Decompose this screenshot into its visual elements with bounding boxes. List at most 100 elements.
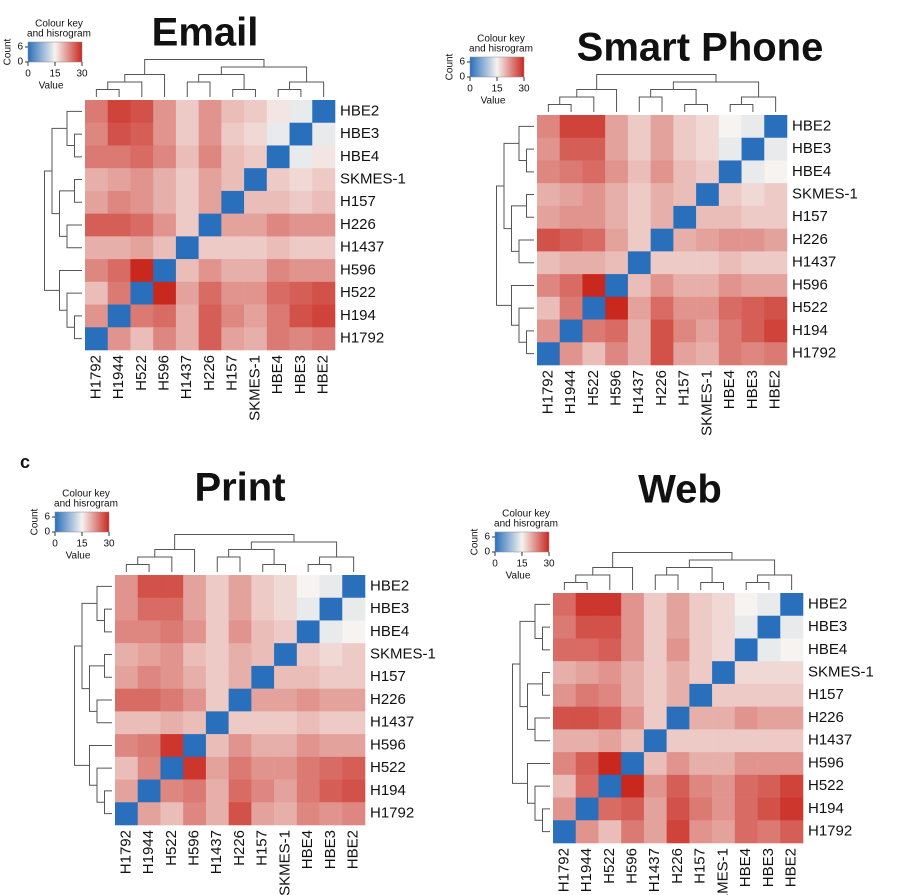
heatmap-cell <box>673 228 697 252</box>
dendrogram <box>44 170 60 291</box>
heatmap-cell <box>734 729 758 753</box>
heatmap-cell <box>274 688 298 712</box>
dendrogram <box>186 81 211 97</box>
heatmap-cell <box>553 593 577 617</box>
row-label: H1437 <box>340 239 384 256</box>
column-label: HBE2 <box>345 830 362 869</box>
heatmap-cell <box>696 183 720 207</box>
heatmap-cell <box>712 615 736 639</box>
row-label: H596 <box>370 736 406 753</box>
heatmap-cell <box>582 137 606 161</box>
heatmap-cell <box>537 160 561 184</box>
key-y-tick-label: 6 <box>44 512 50 523</box>
heatmap-cell <box>183 643 207 667</box>
heatmap-cell <box>107 281 131 305</box>
heatmap-cell <box>627 251 651 275</box>
dendrogram <box>592 567 634 590</box>
heatmap-cell <box>598 638 622 662</box>
heatmap-cell <box>342 802 366 826</box>
column-label: H157 <box>224 355 241 391</box>
heatmap-cell <box>115 688 139 712</box>
heatmap-cell <box>553 752 577 776</box>
heatmap-cell <box>757 683 781 707</box>
dendrogram <box>144 59 265 75</box>
key-y-label: Count <box>445 53 456 80</box>
key-tick-label: 0 <box>467 84 473 95</box>
heatmap-cell <box>627 342 651 366</box>
heatmap-cell <box>266 281 290 305</box>
heatmap-cell <box>115 711 139 735</box>
heatmap-cell <box>296 597 320 621</box>
heatmap-cell <box>575 593 599 617</box>
heatmap-cell <box>582 342 606 366</box>
heatmap-cell <box>643 706 667 730</box>
heatmap-cell <box>712 729 736 753</box>
heatmap-cell <box>559 160 583 184</box>
heatmap-cell <box>650 115 674 139</box>
heatmap-cell <box>198 145 222 169</box>
heatmap-cell <box>228 802 252 826</box>
heatmap-cell <box>153 304 177 328</box>
key-y-label: Count <box>470 528 481 555</box>
heatmap-cell <box>130 100 154 124</box>
heatmap-cell <box>266 213 290 237</box>
heatmap-cell <box>718 274 742 298</box>
heatmap-cell <box>780 593 804 617</box>
heatmap-cell <box>153 145 177 169</box>
heatmap-cell <box>537 137 561 161</box>
heatmap-cell <box>342 643 366 667</box>
column-label: H226 <box>201 355 218 391</box>
heatmap-cell <box>85 304 109 328</box>
heatmap-cell <box>537 205 561 229</box>
heatmap-cell <box>183 665 207 689</box>
heatmap-cell <box>312 100 336 124</box>
heatmap-cell <box>673 319 697 343</box>
heatmap-cell <box>228 597 252 621</box>
row-label: H596 <box>792 276 828 293</box>
heatmap-cell <box>621 683 645 707</box>
row-label: H522 <box>340 284 376 301</box>
heatmap-cell <box>764 274 788 298</box>
heatmap-cell <box>537 183 561 207</box>
heatmap-cell <box>627 183 651 207</box>
heatmap-cell <box>666 752 690 776</box>
heatmap-cell <box>160 688 184 712</box>
heatmap-cell <box>107 327 131 351</box>
heatmap-cell <box>598 706 622 730</box>
heatmap-cell <box>221 281 245 305</box>
key-title: and hisrogram <box>27 29 91 40</box>
heatmap-cell <box>205 802 229 826</box>
heatmap-cell <box>780 706 804 730</box>
heatmap-cell <box>115 575 139 599</box>
heatmap-cell <box>319 802 343 826</box>
column-label: HBE4 <box>721 370 738 409</box>
heatmap-cell <box>198 190 222 214</box>
key-y-tick-label: 6 <box>17 42 23 53</box>
heatmap-cell <box>712 752 736 776</box>
heatmap-cell <box>228 779 252 803</box>
heatmap-cell <box>266 122 290 146</box>
row-label: HBE2 <box>340 102 379 119</box>
heatmap-cell <box>342 711 366 735</box>
column-label: H1792 <box>555 848 572 892</box>
dendrogram <box>74 315 82 340</box>
heatmap-cell <box>115 620 139 644</box>
heatmap-cell <box>718 160 742 184</box>
heatmap-cell <box>289 281 313 305</box>
dendrogram <box>542 672 550 696</box>
heatmap-cell <box>319 688 343 712</box>
heatmap-cell <box>712 661 736 685</box>
heatmap-cell <box>734 638 758 662</box>
dendrogram <box>684 104 708 112</box>
heatmap-cell <box>244 168 268 192</box>
heatmap-cell <box>582 115 606 139</box>
heatmap-cell <box>575 797 599 821</box>
heatmap-cell <box>342 734 366 758</box>
heatmap-cell <box>559 342 583 366</box>
heatmap-cell <box>221 304 245 328</box>
colour-key <box>54 511 110 533</box>
row-label: H1792 <box>370 805 414 822</box>
dendrogram <box>638 96 663 112</box>
heatmap-cell <box>741 319 765 343</box>
heatmap-cell <box>598 729 622 753</box>
